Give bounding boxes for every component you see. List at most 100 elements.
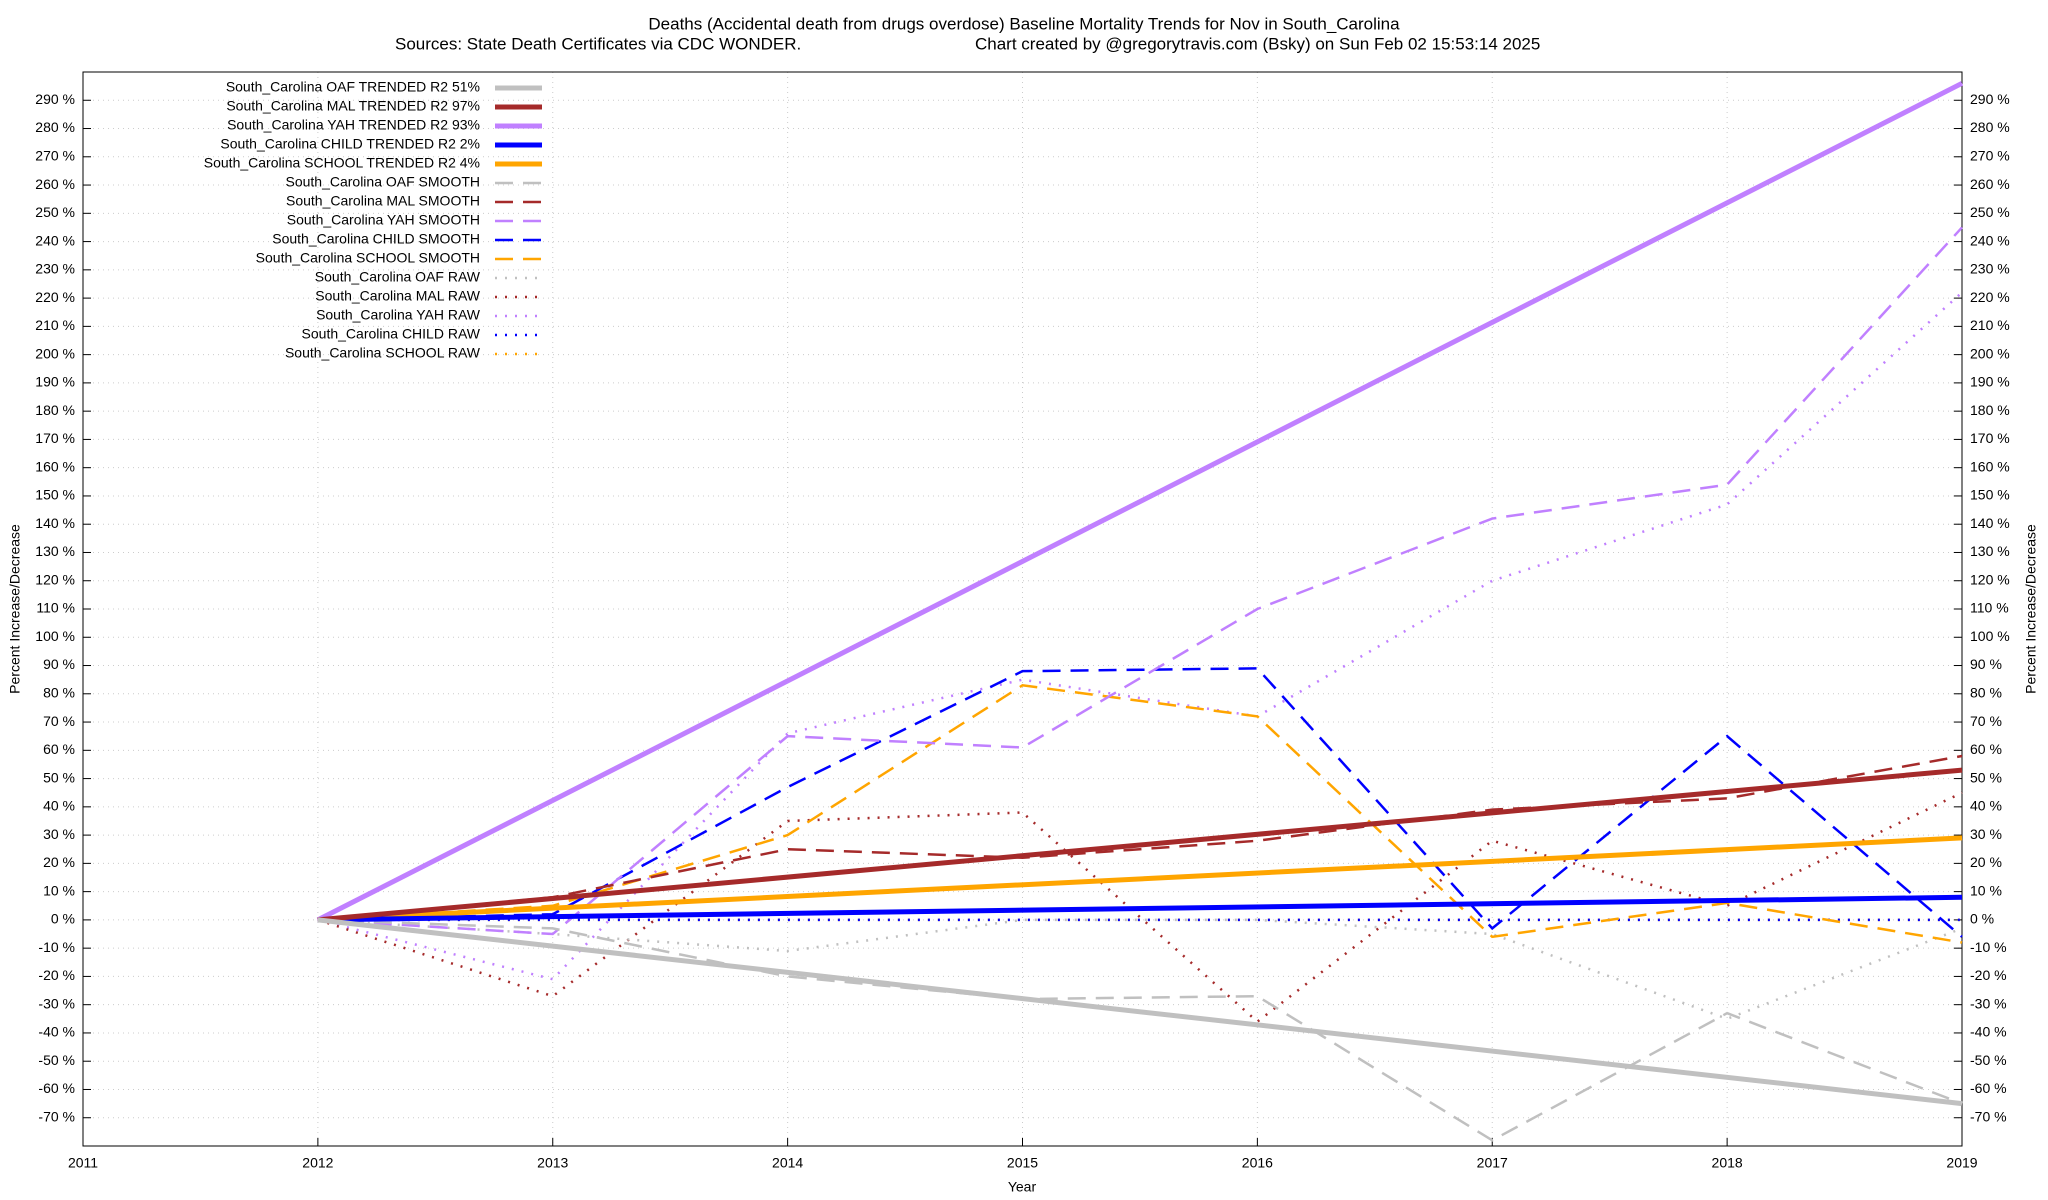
- y2-tick-label: 50 %: [1970, 769, 2002, 785]
- y2-tick-label: 100 %: [1970, 628, 2010, 644]
- series-line: [317, 754, 1963, 922]
- y2-tick-label: 190 %: [1970, 374, 2010, 390]
- y-tick-label: 230 %: [35, 261, 75, 277]
- y-tick-label: 150 %: [35, 487, 75, 503]
- chart-credit: Chart created by @gregorytravis.com (Bsk…: [975, 34, 1540, 53]
- y2-tick-label: -50 %: [1970, 1052, 2007, 1068]
- y-tick-label: 180 %: [35, 402, 75, 418]
- legend-label: South_Carolina SCHOOL RAW: [285, 345, 481, 361]
- y-axis-label: Percent Increase/Decrease: [7, 524, 23, 694]
- y2-tick-label: 90 %: [1970, 656, 2002, 672]
- y2-tick-label: 120 %: [1970, 571, 2010, 587]
- y2-tick-label: 220 %: [1970, 289, 2010, 305]
- y2-tick-label: 140 %: [1970, 515, 2010, 531]
- y-tick-label: 60 %: [43, 741, 75, 757]
- x-tick-label: 2011: [68, 1155, 98, 1171]
- legend-label: South_Carolina CHILD SMOOTH: [272, 231, 480, 247]
- y2-tick-label: 200 %: [1970, 345, 2010, 361]
- y-tick-label: 260 %: [35, 176, 75, 192]
- y2-tick-label: 110 %: [1970, 600, 2009, 616]
- y-tick-label: 200 %: [35, 345, 75, 361]
- plot-frame: [82, 71, 1963, 1147]
- legend-label: South_Carolina OAF RAW: [315, 269, 481, 285]
- legend-label: South_Carolina OAF TRENDED R2 51%: [226, 79, 480, 95]
- y-tick-label: -20 %: [38, 967, 75, 983]
- legend-label: South_Carolina CHILD TRENDED R2 2%: [220, 136, 480, 152]
- y2-tick-label: 250 %: [1970, 204, 2010, 220]
- y-tick-label: 130 %: [35, 543, 75, 559]
- y2-tick-label: 290 %: [1970, 91, 2010, 107]
- y2-tick-label: 230 %: [1970, 261, 2010, 277]
- y2-tick-label: 30 %: [1970, 826, 2002, 842]
- y-tick-label: -50 %: [38, 1052, 75, 1068]
- y-tick-label: 140 %: [35, 515, 75, 531]
- y-tick-label: 50 %: [43, 769, 75, 785]
- y-tick-label: 20 %: [43, 854, 75, 870]
- y-tick-label: 90 %: [43, 656, 75, 672]
- x-tick-label: 2014: [772, 1155, 803, 1171]
- y-tick-label: 100 %: [35, 628, 75, 644]
- y2-tick-label: 40 %: [1970, 798, 2002, 814]
- y2-tick-label: -40 %: [1970, 1024, 2007, 1040]
- y2-tick-label: 60 %: [1970, 741, 2002, 757]
- legend-label: South_Carolina OAF SMOOTH: [285, 174, 480, 190]
- y2-tick-label: 70 %: [1970, 713, 2002, 729]
- y-tick-label: 240 %: [35, 232, 75, 248]
- y2-tick-label: 10 %: [1970, 882, 2002, 898]
- series-line: [317, 835, 1963, 923]
- y-tick-label: 250 %: [35, 204, 75, 220]
- series-line: [317, 918, 1963, 1021]
- series-line: [317, 918, 1963, 1142]
- chart-subtitle: Sources: State Death Certificates via CD…: [395, 34, 801, 53]
- legend-label: South_Carolina YAH SMOOTH: [287, 212, 480, 228]
- y-tick-label: 270 %: [35, 147, 75, 163]
- y-tick-label: 10 %: [43, 882, 75, 898]
- y2-tick-label: 150 %: [1970, 487, 2010, 503]
- y2-tick-label: 270 %: [1970, 147, 2010, 163]
- y2-tick-label: -70 %: [1970, 1108, 2007, 1124]
- y-tick-label: 160 %: [35, 458, 75, 474]
- series-line: [317, 226, 1963, 936]
- series-line: [317, 767, 1963, 923]
- legend-label: South_Carolina YAH TRENDED R2 93%: [227, 117, 480, 133]
- chart-title: Deaths (Accidental death from drugs over…: [648, 14, 1400, 33]
- x-axis-label: Year: [1008, 1179, 1037, 1195]
- y2-axis-label: Percent Increase/Decrease: [2023, 524, 2039, 694]
- legend-label: South_Carolina MAL TRENDED R2 97%: [226, 98, 480, 114]
- legend-label: South_Carolina SCHOOL SMOOTH: [256, 250, 480, 266]
- y2-tick-label: 210 %: [1970, 317, 2010, 333]
- y2-tick-label: 20 %: [1970, 854, 2002, 870]
- y-tick-label: 40 %: [43, 798, 75, 814]
- y-tick-label: 290 %: [35, 91, 75, 107]
- y-tick-label: -40 %: [38, 1024, 75, 1040]
- y2-tick-label: 180 %: [1970, 402, 2010, 418]
- x-tick-label: 2016: [1242, 1155, 1273, 1171]
- y-tick-label: 110 %: [36, 600, 75, 616]
- y2-tick-label: 170 %: [1970, 430, 2010, 446]
- legend-label: South_Carolina MAL SMOOTH: [286, 193, 480, 209]
- y-tick-label: 70 %: [43, 713, 75, 729]
- series-line: [317, 291, 1963, 981]
- series-line: [317, 894, 1963, 923]
- y-tick-label: -70 %: [38, 1108, 75, 1124]
- legend-label: South_Carolina MAL RAW: [315, 288, 480, 304]
- legend-label: South_Carolina YAH RAW: [316, 307, 481, 323]
- y2-tick-label: 240 %: [1970, 232, 2010, 248]
- x-tick-label: 2017: [1477, 1155, 1508, 1171]
- x-tick-label: 2013: [537, 1155, 568, 1171]
- x-tick-label: 2012: [302, 1155, 333, 1171]
- y2-tick-label: -60 %: [1970, 1080, 2007, 1096]
- series-line: [316, 81, 1964, 923]
- y2-tick-label: 80 %: [1970, 684, 2002, 700]
- y2-tick-label: -30 %: [1970, 995, 2007, 1011]
- y2-tick-label: 130 %: [1970, 543, 2010, 559]
- legend-label: South_Carolina SCHOOL TRENDED R2 4%: [204, 155, 480, 171]
- y-tick-label: 120 %: [35, 571, 75, 587]
- y2-tick-label: 160 %: [1970, 458, 2010, 474]
- y-tick-label: 220 %: [35, 289, 75, 305]
- y-tick-label: -60 %: [38, 1080, 75, 1096]
- y-tick-label: 0 %: [51, 911, 75, 927]
- series-line: [317, 684, 1963, 944]
- y2-tick-label: 280 %: [1970, 119, 2010, 135]
- y-tick-label: 30 %: [43, 826, 75, 842]
